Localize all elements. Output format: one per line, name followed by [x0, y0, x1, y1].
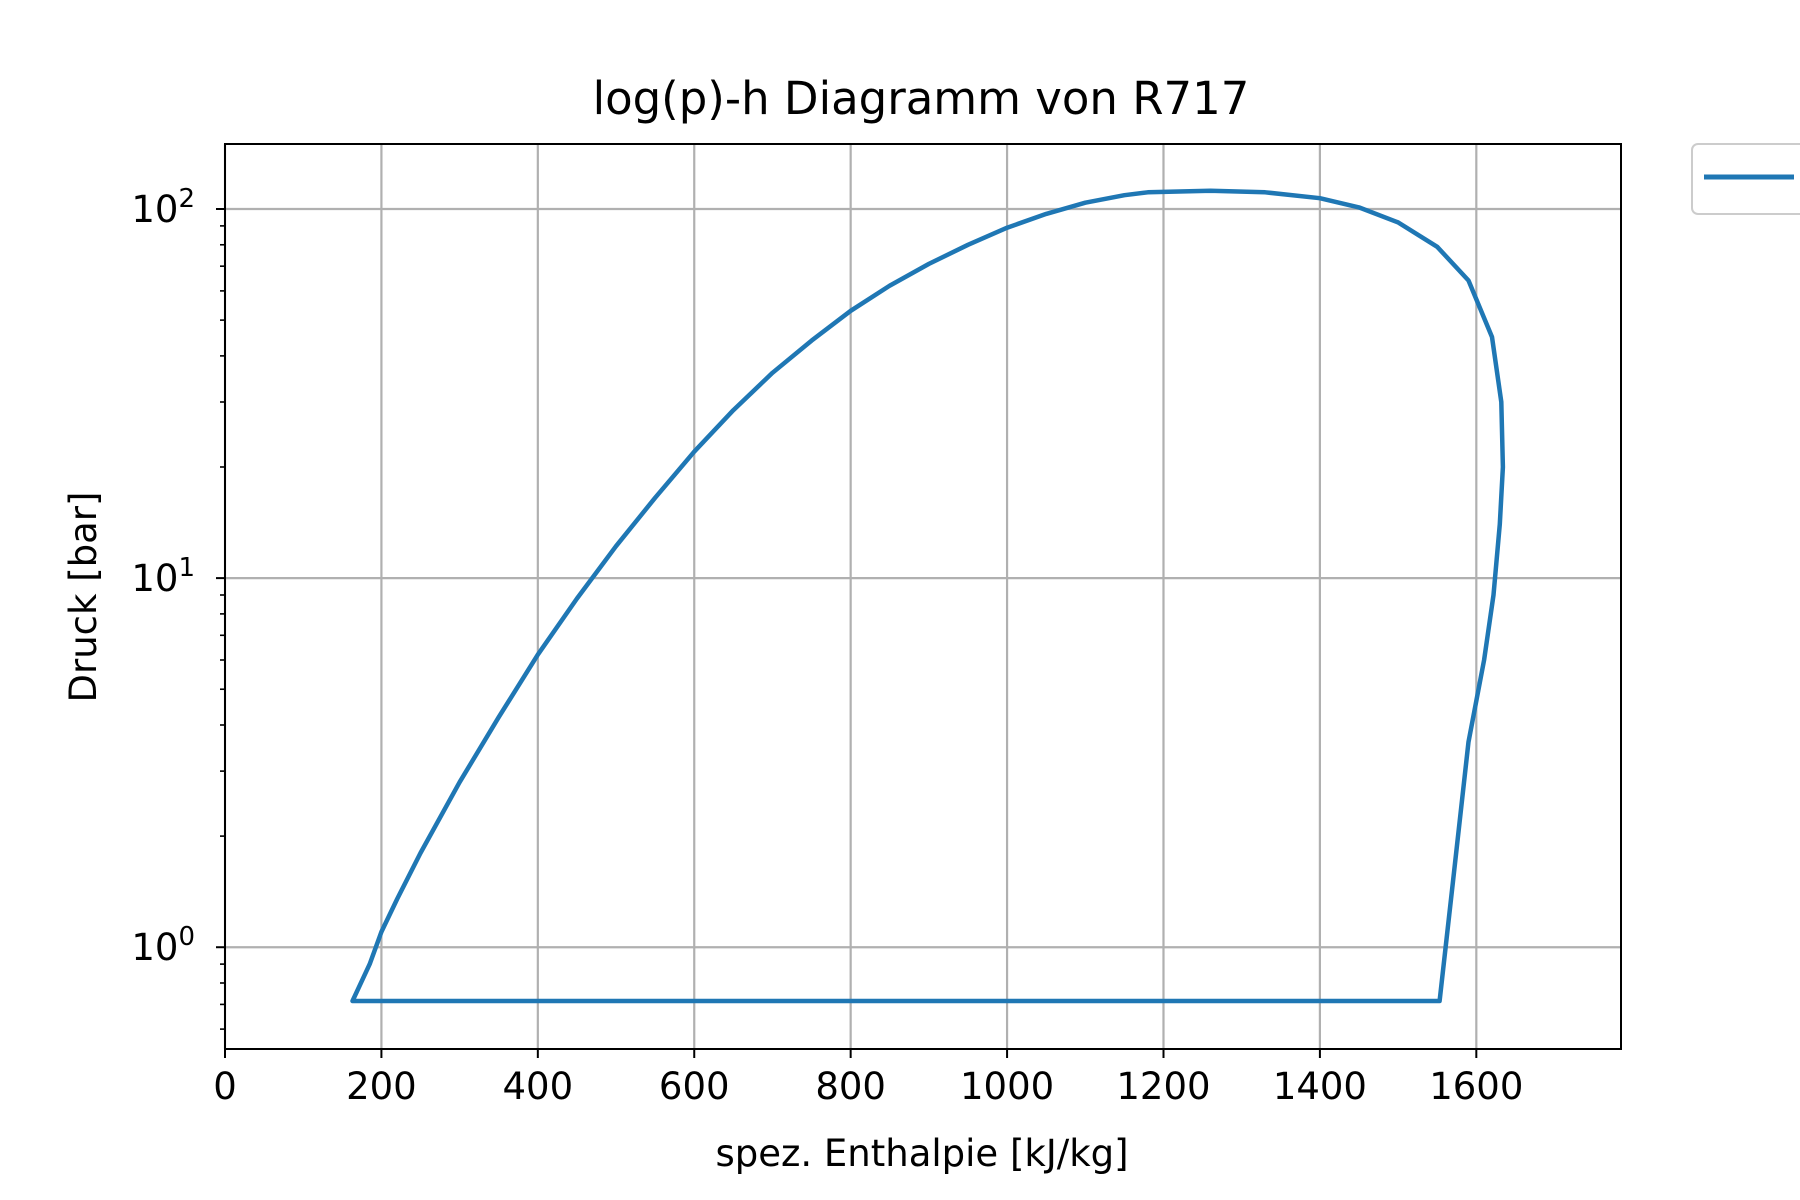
x-tick-label-6: 1200 [1116, 1065, 1210, 1108]
x-tick-label-2: 400 [503, 1065, 574, 1108]
y-tick-label-base-1: 10 [131, 557, 178, 600]
x-tick-label-0: 0 [213, 1065, 237, 1108]
y-tick-label-exp-0: 0 [178, 922, 195, 952]
x-tick-label-5: 1000 [960, 1065, 1054, 1108]
y-tick-label-exp-1: 1 [178, 553, 195, 583]
y-tick-label-0: 100 [131, 922, 195, 969]
x-tick-label-4: 800 [815, 1065, 886, 1108]
series-group [350, 188, 1506, 1004]
y-tick-label-2: 102 [131, 184, 195, 231]
plot-frame [224, 143, 1622, 1050]
legend [1691, 143, 1800, 215]
y-tick-label-base-0: 10 [131, 926, 178, 969]
grid [223, 144, 1621, 1049]
x-axis-label: spez. Enthalpie [kJ/kg] [715, 1132, 1128, 1175]
y-tick-label-1: 101 [131, 553, 195, 600]
y-tick-label-exp-2: 2 [178, 184, 195, 214]
chart-title: log(p)-h Diagramm von R717 [593, 72, 1250, 125]
y-tick-label-base-2: 10 [131, 188, 178, 231]
x-tick-label-1: 200 [346, 1065, 417, 1108]
x-tick-label-8: 1600 [1429, 1065, 1523, 1108]
series-line-0 [350, 188, 1506, 1004]
x-tick-label-3: 600 [659, 1065, 730, 1108]
y-axis-label: Druck [bar] [62, 492, 105, 703]
x-tick-label-7: 1400 [1273, 1065, 1367, 1108]
x-axis-ticks: 0 200 400 600 800 1000 1200 1400 1600 [213, 1049, 1523, 1108]
